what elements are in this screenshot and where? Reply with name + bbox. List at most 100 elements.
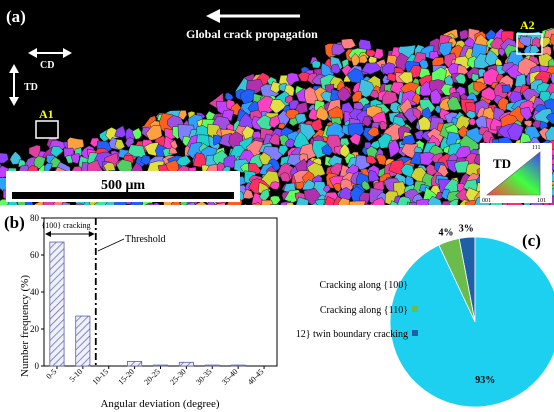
grain [412,108,422,120]
threshold-label: Threshold [125,234,166,245]
grain [520,107,533,121]
grain [168,146,178,155]
grain [348,200,366,205]
pie-slice [389,236,554,408]
grain [336,86,352,102]
grain [549,33,554,47]
grain [364,203,373,205]
pie-legend-label: Cracking along {110} [320,305,408,316]
grain [311,60,321,69]
y-tick-label: 0 [35,361,40,371]
bracket-arrowhead-left [45,231,51,237]
y-axis-label: Number frequency (%) [19,275,31,377]
histogram-bars [49,241,246,367]
histogram-bar [152,364,169,367]
grain [330,163,343,176]
ipf-111-label: 111 [532,145,541,151]
grain [243,188,254,199]
grain [532,120,543,129]
panel-a-label: (a) [6,7,26,26]
cd-label: CD [40,60,54,71]
td-arrow [9,64,19,106]
grain [430,88,443,105]
x-tick-label: 40-45 [246,367,266,387]
grain [294,101,309,115]
crack-propagation-label: Global crack propagation [186,27,318,41]
grain [501,84,512,93]
grain [473,81,488,93]
grain [269,204,280,205]
grain [186,201,196,205]
grain [417,116,434,131]
region-a2-box [516,33,543,55]
y-tick-label: 80 [30,213,40,223]
ipf-color-key: TD 111 001 101 [480,143,552,204]
grain [288,117,299,127]
grain [330,63,341,74]
grain [448,199,459,205]
histogram-panel: (b) Number frequency (%) Angular deviati… [4,213,278,410]
grain [361,62,383,75]
threshold-pointer [97,238,125,252]
ipf-101-label: 101 [537,198,546,204]
grain [314,199,326,205]
x-axis-label: Angular deviation (degree) [100,398,219,410]
grain [382,90,398,105]
grain [0,152,9,164]
grain [322,184,331,193]
grain [547,57,554,69]
y-tick-label: 40 [30,287,40,297]
grain [277,122,286,130]
grain [311,201,319,205]
region-a2-label: A2 [520,18,535,32]
pie-legend-swatch [412,281,418,287]
pie-slice-label: 3% [459,223,474,234]
grain [454,160,469,174]
grain [427,195,443,205]
grain [349,133,361,146]
grain [212,134,225,146]
y-tick-label: 60 [30,250,40,260]
scale-bar-label: 500 μm [101,178,145,193]
grain [498,48,506,57]
pie-legend-label: Cracking along {100} [320,280,408,291]
grain [389,200,399,205]
grain [61,202,71,205]
histogram-bar [178,361,194,367]
bracket-arrowhead-right [88,231,95,237]
scale-bar [12,192,234,199]
grain [468,118,476,126]
grain [351,52,361,67]
pie-legend-label: {112} twin boundary cracking [296,329,408,340]
region-a1-label: A1 [39,107,54,121]
grain [252,202,262,205]
grain [114,125,127,138]
grain [456,64,469,76]
grain [454,145,472,159]
crack-direction-arrow [206,9,300,23]
grain [153,202,161,205]
grain [214,202,226,205]
grain [243,203,247,205]
x-tick-label: 35-40 [220,367,240,387]
grain [286,201,294,205]
grain [75,203,84,205]
grain [387,139,401,159]
grain [269,99,287,115]
grain [324,195,336,205]
grain [268,133,280,146]
grain [367,126,380,137]
y-tick-label: 20 [30,324,40,334]
x-tick-label: 30-35 [194,367,214,387]
ipf-001-label: 001 [482,198,491,204]
panel-c-label: (c) [522,231,541,250]
histogram-bar [230,364,246,367]
grain [372,196,386,205]
grain [295,196,309,205]
grain [223,155,237,169]
x-tick-label: 20-25 [142,367,162,387]
ipf-title: TD [493,156,511,171]
cracking-bracket-label: {100} cracking [41,221,90,230]
grain [206,201,216,205]
td-label: TD [24,82,38,93]
